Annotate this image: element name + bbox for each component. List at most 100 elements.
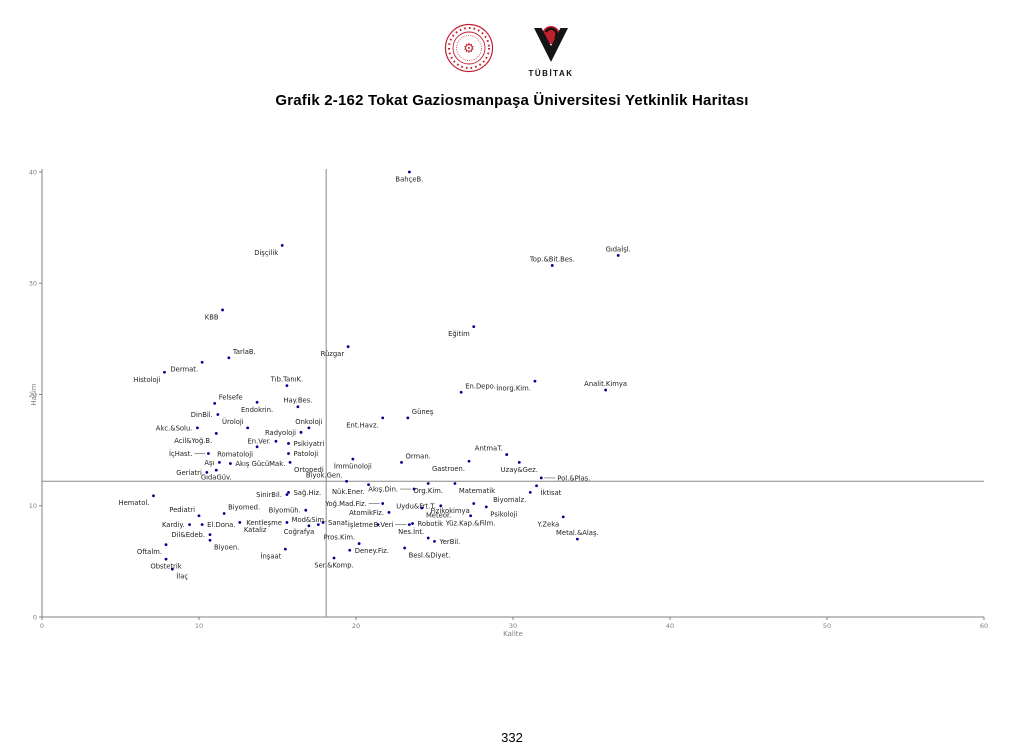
data-point-label: Akış.Din.	[368, 486, 398, 494]
page-number: 332	[501, 730, 523, 745]
data-point-label: Yüz.Kap.&Film.	[445, 519, 496, 527]
data-point-label: Kardiy.	[162, 521, 185, 529]
data-point-label: Mod&Sim.	[292, 516, 327, 524]
data-point-label: Kataliz	[244, 526, 267, 534]
data-point	[453, 482, 457, 485]
data-point-label: Radyoloji	[265, 429, 296, 437]
data-point	[283, 547, 287, 551]
data-point-label: Hay.Bes.	[283, 397, 312, 405]
data-point	[426, 482, 430, 485]
data-point	[227, 356, 231, 360]
data-point	[208, 533, 212, 537]
data-point-label: Gıdaİşl.	[606, 244, 631, 253]
x-axis-title: Kalite	[503, 630, 523, 638]
data-point	[381, 416, 385, 420]
data-point-label: Biyomalz.	[493, 496, 526, 504]
data-point-label: Oftalm.	[137, 548, 162, 556]
y-tick-label: 0	[33, 613, 37, 621]
data-point	[321, 521, 325, 524]
data-point-label: Üroloji	[222, 417, 244, 426]
data-point	[376, 523, 380, 527]
data-point	[246, 426, 250, 430]
data-point-label: Dermat.	[170, 366, 198, 374]
data-point	[280, 244, 284, 247]
data-point	[287, 442, 290, 445]
data-point-label: Matematik	[459, 487, 495, 495]
data-point	[407, 170, 411, 174]
seal-dot-ring	[448, 27, 490, 69]
data-point	[346, 345, 350, 349]
data-point	[200, 523, 204, 527]
data-point	[214, 432, 218, 435]
data-point-label: Gastroen.	[432, 465, 465, 473]
data-point-label: El.Dona.	[207, 521, 235, 529]
tubitak-wordmark: TÜBİTAK	[528, 69, 573, 78]
data-point	[307, 426, 311, 430]
x-tick-label: 50	[823, 622, 831, 630]
data-point	[420, 506, 424, 510]
data-point	[345, 479, 348, 483]
data-point	[205, 470, 209, 474]
data-point-label: Deney.Fiz.	[355, 547, 389, 555]
chart-title: Grafik 2-162 Tokat Gaziosmanpaşa Ünivers…	[275, 92, 749, 109]
data-point-label: Hematol.	[119, 499, 150, 507]
data-point-label: Kentleşme	[246, 519, 282, 527]
data-point	[164, 557, 168, 561]
data-point	[528, 491, 532, 494]
data-point-label: Tıb.TanıK.	[270, 376, 304, 384]
data-point	[214, 468, 218, 472]
data-point-label: İnorg.Kim.	[496, 384, 531, 393]
data-point-label: Patoloji	[293, 450, 318, 458]
data-point	[196, 426, 199, 430]
data-point	[381, 502, 385, 505]
x-tick-label: 30	[509, 622, 517, 630]
data-point-label: Dil&Edeb.	[171, 531, 205, 539]
tubitak-v-icon	[534, 28, 568, 62]
data-point	[255, 445, 259, 449]
data-point-label: Top.&Bit.Bes.	[529, 255, 575, 263]
data-point-label: Histoloji	[133, 376, 160, 384]
data-point	[403, 546, 407, 550]
data-point	[439, 504, 443, 508]
data-point	[163, 370, 166, 374]
data-point	[616, 254, 620, 257]
data-point	[197, 514, 201, 518]
data-point-label: İnşaat	[260, 552, 281, 561]
data-point-label: Sağ.Hiz.	[293, 489, 321, 497]
data-point	[517, 460, 521, 464]
data-point-label: Geriatri	[176, 469, 202, 477]
data-point-label: En.Ver.	[248, 438, 271, 446]
data-point	[221, 308, 224, 312]
data-point	[367, 483, 370, 487]
data-point-label: BahçeB.	[395, 176, 423, 184]
data-point-label: İlaç	[176, 572, 188, 581]
data-point-label: AtomikFiz.	[349, 509, 384, 517]
data-point-label: Uzay&Gez.	[501, 466, 538, 474]
data-point-label: KBB	[205, 313, 219, 321]
data-point	[238, 521, 242, 524]
data-point-label: Nük.Ener.	[332, 488, 365, 496]
x-tick-label: 40	[666, 622, 674, 630]
data-point-label: Coğrafya	[284, 528, 315, 536]
data-point-label: Org.Kim.	[413, 487, 443, 495]
seal-gear-icon: ⚙	[463, 41, 475, 56]
data-point	[433, 539, 436, 543]
data-point-label: İçHast.	[169, 449, 192, 458]
data-point-label: Sanat	[328, 519, 348, 527]
data-point-label: Biyomed.	[228, 504, 260, 512]
data-point-label: Psikoloji	[490, 510, 517, 518]
data-point	[351, 457, 355, 461]
data-point-label: Fizikokimya	[431, 507, 470, 515]
data-point	[575, 537, 579, 541]
x-tick-label: 0	[40, 622, 44, 630]
ministry-seal-logo: ⚙	[444, 23, 494, 73]
data-point-label: En.Depo.	[465, 382, 496, 390]
data-point-label: B.Veri	[374, 521, 394, 529]
data-point-label: Biyoen.	[214, 544, 239, 552]
data-point-label: İşletme	[348, 520, 373, 529]
data-point	[484, 505, 488, 509]
data-point-label: Rüzgar	[321, 350, 345, 358]
data-point-label: YerBil.	[439, 538, 461, 546]
data-point-label: Onkoloji	[295, 418, 322, 426]
